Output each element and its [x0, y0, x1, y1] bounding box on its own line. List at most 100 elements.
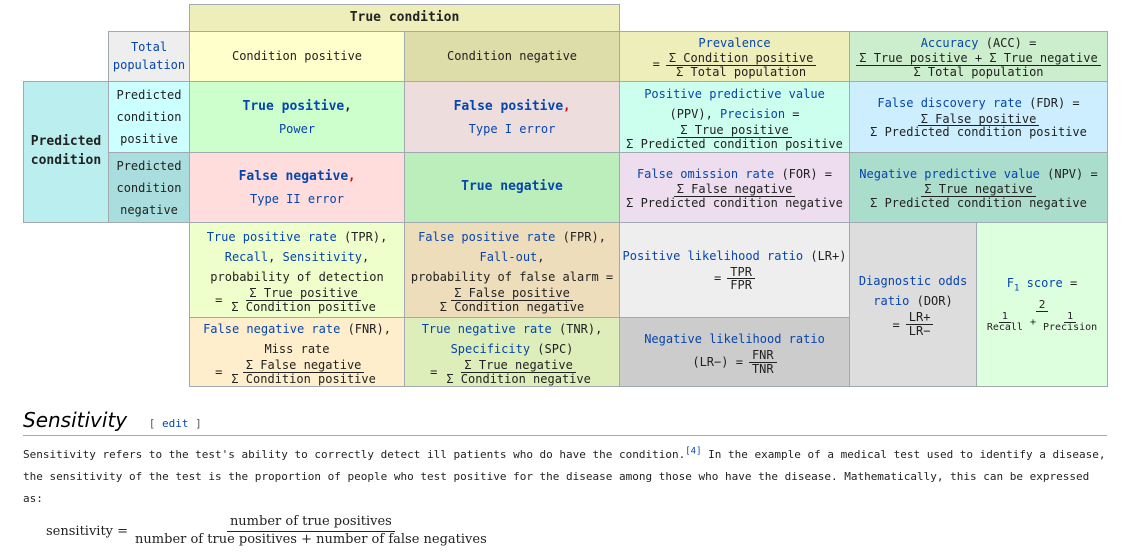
true-positive-cell: True positive, Power [189, 81, 405, 153]
fall-out-link[interactable]: Fall-out [479, 249, 538, 264]
tnr-link[interactable]: True negative rate [421, 321, 552, 336]
false-positive-comma: , [563, 98, 571, 113]
dor-num: LR+ [905, 311, 934, 325]
dor-eq: = [892, 317, 900, 332]
accuracy-cell: Accuracy (ACC) = Σ True positive + Σ Tru… [849, 31, 1108, 82]
condition-positive-header: Condition positive [189, 31, 405, 82]
citation-link[interactable]: [4] [685, 446, 702, 457]
accuracy-num: Σ True positive + Σ True negative [856, 52, 1101, 66]
ppv-cell: Positive predictive value (PPV), Precisi… [619, 81, 850, 153]
npv-cell: Negative predictive value (NPV) = Σ True… [849, 152, 1108, 223]
true-condition-header: True condition [189, 4, 620, 32]
ppv-fraction: Σ True positive Σ Predicted condition po… [623, 124, 846, 150]
ppv-abbrev: (PPV), [669, 106, 721, 121]
tpr-sep: , [268, 249, 283, 264]
fdr-den: Σ Predicted condition positive [870, 125, 1087, 140]
dor-link-2[interactable]: ratio [873, 294, 910, 309]
lr-positive-cell: Positive likelihood ratio (LR+) = TPR FP… [619, 222, 850, 318]
total-population-cell[interactable]: Total population [108, 31, 190, 82]
lr-positive-link[interactable]: Positive likelihood ratio [622, 249, 804, 264]
fpr-fraction: Σ False positive Σ Condition negative [437, 287, 588, 313]
fdr-cell: False discovery rate (FDR) = Σ False pos… [849, 81, 1108, 153]
dor-link-1[interactable]: Diagnostic odds [858, 274, 968, 289]
fpr-num: Σ False positive [451, 287, 573, 301]
false-positive-link[interactable]: False positive [453, 98, 564, 114]
fpr-cell: False positive rate (FPR), Fall-out, pro… [404, 222, 620, 318]
npv-link[interactable]: Negative predictive value [859, 166, 1040, 181]
lr-negative-num: FNR [748, 349, 777, 363]
fpr-den: Σ Condition negative [439, 299, 585, 314]
formula-num: number of true positives [226, 514, 395, 532]
f1-plus: + [1029, 316, 1036, 328]
for-link[interactable]: False omission rate [636, 166, 775, 181]
fnr-rest: (FNR), [340, 321, 391, 336]
formula-lhs: sensitivity = [46, 523, 129, 539]
predicted-positive-header: Predicted condition positive [108, 81, 190, 153]
tnr-rest: (TNR), [551, 321, 603, 336]
accuracy-den: Σ Total population [913, 64, 1044, 79]
sensitivity-paragraph: Sensitivity refers to the test's ability… [23, 444, 1109, 510]
tpr-cell: True positive rate (TPR), Recall, Sensit… [189, 222, 405, 318]
condition-negative-label: Condition negative [446, 48, 578, 63]
ppv-den: Σ Predicted condition positive [626, 136, 843, 151]
lr-negative-link[interactable]: Negative likelihood ratio [644, 331, 825, 346]
false-negative-link[interactable]: False negative [238, 169, 349, 184]
npv-num: Σ True negative [921, 183, 1036, 197]
f1-score-cell: F1 score = 2 1 Recall + 1 Precision [976, 222, 1108, 387]
tpr-link[interactable]: True positive rate [206, 229, 337, 244]
predicted-positive-line-2: condition [116, 110, 182, 124]
dor-fraction: LR+ LR− [905, 311, 934, 338]
recall-link[interactable]: Recall [224, 249, 269, 264]
f1-score-link[interactable]: F1 score [1006, 276, 1063, 294]
f1-recall-fraction: 1 Recall [984, 311, 1026, 334]
fdr-link[interactable]: False discovery rate [877, 96, 1022, 111]
fpr-line3: probability of false alarm = [410, 269, 614, 284]
predicted-condition-header: Predicted condition [23, 81, 109, 223]
edit-bracket-close: ] [188, 417, 202, 430]
f1-fraction: 2 1 Recall + 1 Precision [981, 299, 1103, 334]
dor-rest: (DOR) [909, 294, 953, 309]
predicted-positive-line-1: Predicted [116, 88, 182, 102]
true-negative-link[interactable]: True negative [461, 179, 563, 195]
prevalence-num: Σ Condition positive [665, 52, 817, 66]
sensitivity-link[interactable]: Sensitivity [282, 249, 363, 264]
predicted-negative-line-1: Predicted [116, 158, 182, 173]
fnr-eq: = [215, 365, 223, 379]
ppv-link[interactable]: Positive predictive value [644, 86, 825, 101]
precision-link[interactable]: Precision [720, 106, 786, 121]
edit-link[interactable]: edit [162, 417, 189, 430]
total-population-link-2[interactable]: population [112, 57, 186, 72]
prevalence-fraction: Σ Condition positive Σ Total population [665, 52, 817, 78]
lr-negative-den: TNR [751, 361, 774, 376]
predicted-condition-label-1: Predicted [30, 134, 102, 150]
f1-den: 1 Recall + 1 Precision [981, 311, 1103, 334]
specificity-link[interactable]: Specificity [450, 341, 531, 356]
true-positive-link[interactable]: True positive [242, 98, 345, 114]
lr-positive-den: FPR [730, 278, 752, 293]
power-link[interactable]: Power [278, 121, 316, 136]
fnr-cell: False negative rate (FNR), Miss rate = Σ… [189, 317, 405, 387]
fpr-link[interactable]: False positive rate [418, 229, 556, 244]
tnr-fraction: Σ True negative Σ Condition negative [443, 359, 594, 385]
predicted-negative-header: Predicted condition negative [108, 152, 190, 223]
prevalence-link[interactable]: Prevalence [698, 35, 771, 50]
section-heading: Sensitivity [ edit ] [23, 408, 1107, 436]
total-population-link-1[interactable]: Total [130, 40, 168, 55]
accuracy-link[interactable]: Accuracy [920, 35, 979, 50]
dor-den: LR− [908, 324, 931, 338]
fdr-fraction: Σ False positive Σ Predicted condition p… [867, 112, 1090, 140]
fnr-link[interactable]: False negative rate [203, 321, 341, 336]
type-i-error-link[interactable]: Type I error [468, 121, 556, 136]
type-ii-error-link[interactable]: Type II error [250, 192, 344, 206]
fnr-num: Σ False negative [242, 359, 365, 373]
edit-section: [ edit ] [149, 417, 202, 430]
for-fraction: Σ False negative Σ Predicted condition n… [623, 183, 846, 209]
prevalence-cell: Prevalence = Σ Condition positive Σ Tota… [619, 31, 850, 82]
fdr-num: Σ False positive [917, 112, 1040, 127]
f1-eq: = [1062, 276, 1078, 290]
prevalence-eq: = [652, 57, 660, 72]
predicted-negative-line-2: condition [116, 180, 182, 195]
tpr-rest: (TPR), [336, 229, 388, 244]
for-rest: (FOR) = [774, 166, 833, 181]
tnr-num: Σ True negative [461, 359, 576, 373]
